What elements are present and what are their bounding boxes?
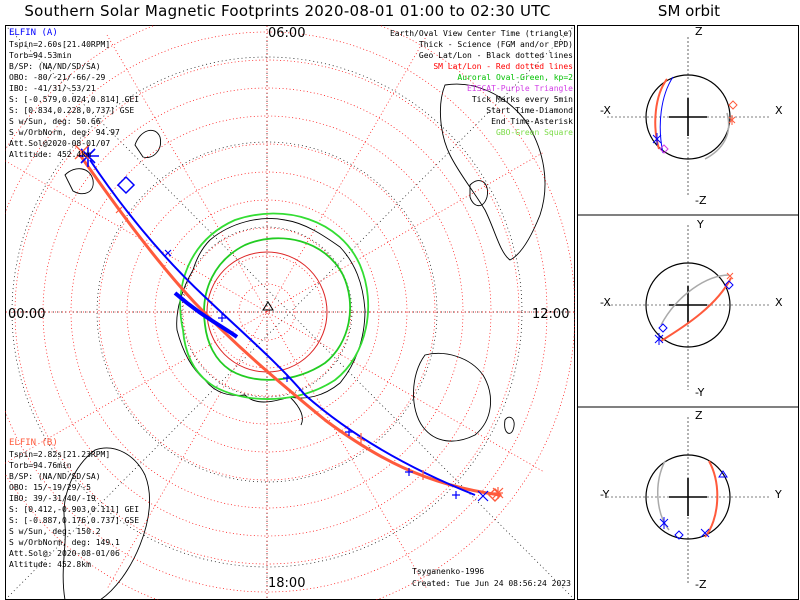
- view-center-triangle: [262, 301, 274, 311]
- elfin-b-info: ELFIN (B) Tspin=2.82s[21.23RPM] Torb=94.…: [9, 438, 139, 570]
- orbit-panel-xz: [607, 37, 769, 195]
- elfin-a-info: ELFIN (A) Tspin=2.60s[21.40RPM] Torb=94.…: [9, 28, 139, 160]
- orbit-axis-label: Z: [695, 409, 703, 422]
- legend-item: GBO-Green Square: [495, 128, 573, 137]
- info-line: Altitude: 452.4km: [9, 150, 91, 159]
- auroral-oval: [179, 212, 370, 400]
- orbit-axis-label: -X: [600, 296, 611, 309]
- info-line: S: [-0.887,0.176,0.737] GSE: [9, 516, 140, 525]
- info-line: Altitude: 452.8km: [9, 560, 91, 569]
- info-line: S: [0.834,0.228,0.737] GSE: [9, 106, 135, 115]
- info-line: Torb=94.53min: [9, 51, 72, 60]
- info-line: IBO: -41/31/-53/21: [9, 84, 96, 93]
- info-line: Tspin=2.60s[21.40RPM]: [9, 40, 111, 49]
- info-line: S w/Sun, deg: 50.66: [9, 117, 101, 126]
- elfin-a-ticks: [164, 249, 489, 502]
- elfin-a-name: ELFIN (A): [9, 28, 58, 38]
- info-line: OBO: 15/-19/29/-5: [9, 483, 91, 492]
- orbit-axis-label: Z: [695, 25, 703, 38]
- info-line: B/SP: (NA/ND/SD/SA): [9, 62, 101, 71]
- orbit-axis-label: X: [775, 296, 783, 309]
- legend-item: Thick - Science (FGM and/or EPD): [418, 40, 573, 49]
- legend-item: Geo Lat/Lon - Black dotted lines: [418, 51, 573, 60]
- elfin-a-end-asterisk: [77, 145, 99, 167]
- info-line: S w/OrbNorm, deg: 94.97: [9, 128, 120, 137]
- footprint-map: [5, 25, 575, 600]
- info-line: Att.Sol@2020-08-01/07: [9, 139, 111, 148]
- legend-item: Start Time-Diamond: [486, 106, 573, 115]
- orbit-axis-label: -Y: [695, 386, 705, 399]
- orbit-title: SM orbit: [657, 2, 721, 20]
- orbit-axis-label: X: [775, 104, 783, 117]
- created-timestamp: Created: Tue Jun 24 08:56:24 2023: [412, 579, 571, 588]
- elfin-b-name: ELFIN (B): [9, 438, 58, 448]
- time-label-right: 12:00: [532, 307, 570, 322]
- model-credit: Tsyganenko-1996: [412, 567, 485, 576]
- info-line: S w/Sun, deg: 150.2: [9, 527, 101, 536]
- legend-item: Earth/Oval View Center Time (triangle): [389, 29, 573, 38]
- orbit-panel-yz: [607, 417, 769, 585]
- orbit-axis-label: -Z: [695, 194, 707, 207]
- sm-grid: [5, 25, 575, 600]
- legend-item: End Time-Asterisk: [491, 117, 573, 126]
- orbit-axis-label: -Y: [600, 488, 610, 501]
- info-line: Tspin=2.82s[21.23RPM]: [9, 450, 111, 459]
- elfin-b-ticks: [115, 206, 504, 499]
- time-label-left: 00:00: [8, 307, 46, 322]
- plot-title: Southern Solar Magnetic Footprints 2020-…: [24, 2, 551, 20]
- elfin-b-start-diamond: [488, 488, 502, 502]
- orbit-axis-label: -Z: [695, 578, 707, 591]
- legend-item: Auroral Oval-Green, kp=2: [457, 73, 573, 82]
- legend-item: EISCAT-Purple Triangle: [467, 84, 573, 93]
- orbit-panels: [577, 25, 799, 600]
- elfin-a-start-diamond: [116, 175, 136, 195]
- legend-item: Tick Marks every 5min: [471, 95, 573, 104]
- legend: Earth/Oval View Center Time (triangle) T…: [390, 28, 573, 138]
- info-line: Att.Sol@: 2020-08-01/06: [9, 549, 120, 558]
- orbit-axis-label: -X: [600, 104, 611, 117]
- info-line: S: [0.412,-0.903,0.111] GEI: [9, 505, 140, 514]
- time-label-top: 06:00: [268, 26, 306, 41]
- elfin-b-track: [78, 154, 501, 497]
- info-line: Torb=94.76min: [9, 461, 72, 470]
- info-line: S w/OrbNorm, deg: 149.1: [9, 538, 120, 547]
- elfin-b-end-asterisk: [74, 144, 90, 160]
- info-line: S: [-0.579,0.024,0.814] GEI: [9, 95, 140, 104]
- info-line: IBO: 39/-31/40/-19: [9, 494, 96, 503]
- orbit-panel-xy: [607, 225, 769, 390]
- legend-item: SM Lat/Lon - Red dotted lines: [433, 62, 573, 71]
- info-line: OBO: -80/-21/-66/-29: [9, 73, 106, 82]
- elfin-a-track: [89, 159, 476, 496]
- info-line: B/SP: (NA/ND/SD/SA): [9, 472, 101, 481]
- orbit-axis-label: Y: [775, 488, 782, 501]
- orbit-axis-label: Y: [697, 218, 704, 231]
- time-label-bottom: 18:00: [268, 576, 306, 591]
